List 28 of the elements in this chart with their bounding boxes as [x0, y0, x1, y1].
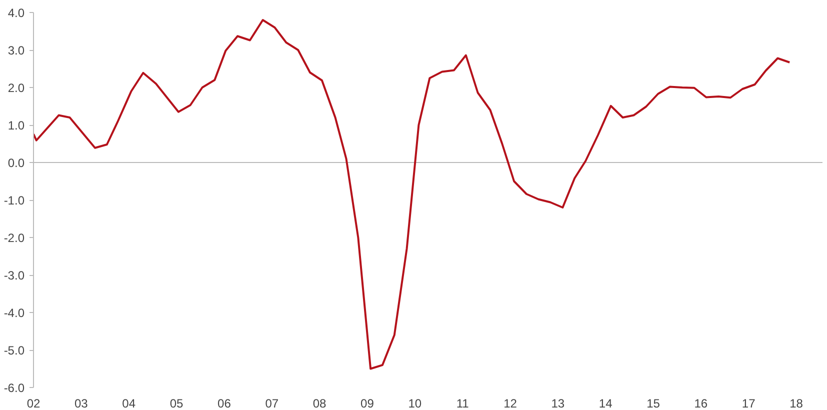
y-tick-label: 0.0	[8, 156, 25, 170]
x-tick-label: 11	[456, 396, 470, 410]
y-tick-label: 4.0	[8, 6, 25, 20]
y-tick-label: 1.0	[8, 118, 25, 132]
x-tick-label: 14	[598, 396, 613, 410]
y-tick-label: -4.0	[4, 306, 25, 320]
y-tick-label: -1.0	[4, 194, 25, 208]
y-tick-label: 2.0	[8, 81, 25, 95]
x-tick-label: 18	[790, 396, 804, 410]
y-tick-label: -2.0	[4, 231, 25, 245]
y-tick-label: -5.0	[4, 344, 25, 358]
x-tick-label: 16	[694, 396, 708, 410]
x-tick-label: 17	[742, 396, 756, 410]
x-tick-label: 08	[312, 396, 327, 410]
y-tick-label: -3.0	[4, 268, 25, 282]
x-tick-label: 13	[551, 396, 565, 410]
x-tick-label: 09	[360, 396, 374, 410]
x-tick-label: 15	[646, 396, 660, 410]
y-tick-label: -6.0	[4, 381, 25, 395]
x-tick-label: 07	[265, 396, 279, 410]
x-tick-label: 10	[408, 396, 422, 410]
y-tick-label: 3.0	[8, 44, 25, 58]
x-tick-label: 05	[170, 396, 184, 410]
x-tick-label: 04	[122, 396, 136, 410]
x-tick-label: 06	[218, 396, 232, 410]
x-tick-label: 03	[74, 396, 88, 410]
x-tick-label: 12	[504, 396, 518, 410]
x-tick-label: 02	[26, 396, 40, 410]
